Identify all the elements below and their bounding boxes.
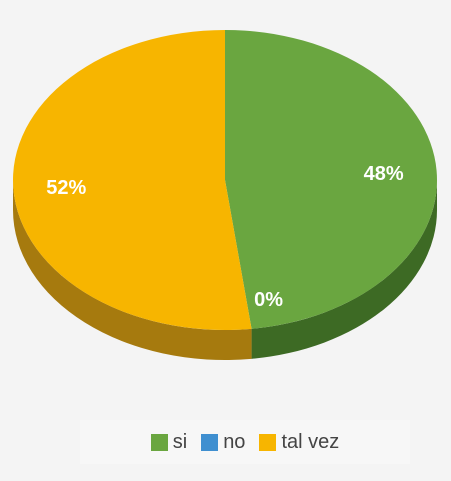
legend-item-tal-vez: tal vez <box>259 431 339 454</box>
data-label-tal-vez: 52% <box>46 177 86 199</box>
pie-side-tal-vez <box>13 180 252 360</box>
pie-slice-tal-vez <box>13 30 252 330</box>
legend-item-si: si <box>150 430 188 454</box>
legend-item-no: no <box>201 431 245 454</box>
legend-label-tal-vez: tal vez <box>281 430 340 453</box>
pie-side-si <box>251 180 437 359</box>
legend-swatch-si <box>150 433 168 451</box>
pie-slice-si <box>225 30 438 329</box>
data-label-no: 0% <box>254 289 283 311</box>
legend-swatch-no <box>201 433 219 451</box>
legend-label-si: si <box>172 430 188 453</box>
chart-legend: si no tal vez <box>80 420 410 464</box>
legend-label-no: no <box>223 430 246 453</box>
pie-chart: 48% 0% 52% <box>13 30 438 360</box>
legend-swatch-tal-vez <box>259 433 277 451</box>
data-label-si: 48% <box>364 163 404 185</box>
